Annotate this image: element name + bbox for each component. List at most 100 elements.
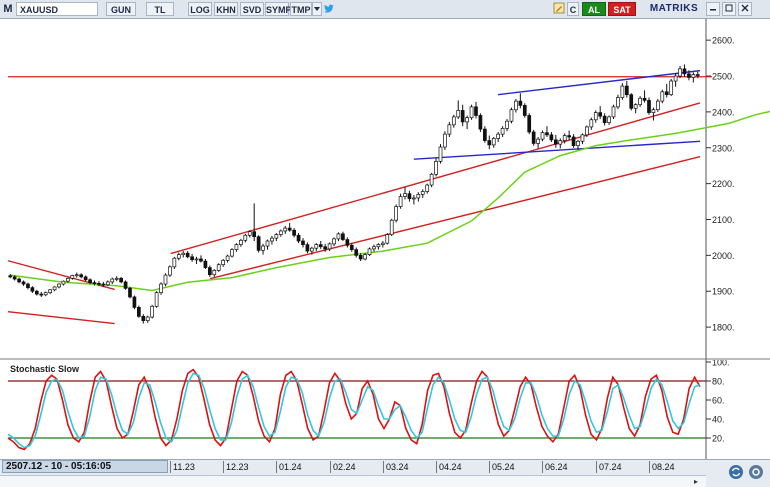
tmp-button[interactable]: TMP [290, 2, 312, 16]
period-button-tl[interactable]: TL [146, 2, 174, 16]
svd-button[interactable]: SVD [240, 2, 264, 16]
price-candle [43, 291, 48, 297]
candle-body [225, 255, 230, 261]
price-candle [341, 231, 345, 242]
candle-body [234, 244, 239, 250]
price-candle [669, 78, 674, 97]
price-candle [620, 83, 625, 100]
menu-logo[interactable]: M [3, 3, 13, 15]
price-candle [318, 241, 323, 249]
price-candle [367, 247, 372, 257]
y-tick-label: 2300. [712, 143, 735, 153]
candle-body [287, 227, 292, 231]
candle-body [256, 236, 261, 251]
candle-body [567, 135, 571, 138]
price-candle [398, 193, 403, 209]
price-candle [296, 233, 301, 244]
y-tick-label: 2600. [712, 36, 735, 46]
candle-body [367, 248, 372, 255]
price-candle [505, 119, 509, 132]
candle-body [52, 286, 57, 291]
log-button[interactable]: LOG [188, 2, 212, 16]
scroll-right-icon[interactable]: ▸ [693, 477, 698, 486]
price-candle [119, 276, 123, 284]
candle-body [92, 282, 97, 284]
candle-body [176, 254, 181, 259]
calc-button[interactable]: C [567, 2, 579, 16]
price-candle [345, 237, 350, 248]
khn-button[interactable]: KHN [214, 2, 238, 16]
price-candle [691, 72, 696, 83]
candle-body [181, 252, 186, 255]
candle-body [137, 307, 141, 317]
candle-body [145, 316, 150, 321]
minimize-icon[interactable] [706, 2, 720, 16]
sync-icon[interactable] [728, 464, 744, 480]
price-candle [465, 115, 469, 130]
period-button-gun[interactable]: GUN [106, 2, 136, 16]
price-candle [478, 113, 483, 132]
month-label: 01.24 [276, 461, 302, 473]
candle-body [323, 246, 328, 250]
candle-body [438, 146, 443, 162]
candle-body [336, 233, 341, 240]
candle-body [296, 234, 301, 242]
candle-body [593, 112, 598, 121]
price-candle [314, 243, 319, 252]
candle-body [265, 240, 270, 247]
symbol-field[interactable]: XAUUSD [16, 2, 98, 16]
pencil-icon[interactable] [552, 2, 566, 16]
horizontal-scrollbar[interactable]: ▸ [0, 475, 706, 487]
price-candle [305, 242, 310, 254]
month-label: 08.24 [649, 461, 675, 473]
chevron-down-icon[interactable] [312, 2, 322, 16]
candle-body [553, 139, 558, 145]
candle-body [105, 281, 110, 286]
price-candle [301, 238, 305, 248]
price-candle [474, 101, 478, 119]
symp-button[interactable]: SYMP [265, 2, 292, 16]
trend-line [170, 102, 701, 255]
price-candle [336, 232, 341, 242]
candle-body [79, 274, 84, 278]
price-candle [207, 265, 212, 277]
price-candle [629, 93, 634, 111]
settings-icon[interactable] [748, 464, 764, 480]
price-candle [549, 131, 554, 143]
candle-body [172, 257, 177, 268]
candle-body [57, 283, 61, 288]
candle-body [66, 277, 70, 282]
price-candle [225, 254, 230, 263]
price-candle [332, 237, 336, 247]
candle-body [522, 105, 527, 116]
restore-icon[interactable] [722, 2, 736, 16]
price-candle [128, 286, 132, 299]
y-tick-label: 2400. [712, 107, 735, 117]
month-label: 02.24 [330, 461, 356, 473]
candle-body [141, 315, 146, 321]
candle-body [695, 74, 700, 76]
price-candle [687, 70, 691, 81]
candle-body [74, 274, 79, 277]
price-chart[interactable]: 1800. 1900. 2000. 2100. 2200. 2300. 2400. 2500.… [0, 19, 770, 360]
buy-button[interactable]: AL [582, 2, 606, 16]
close-icon[interactable] [738, 2, 752, 16]
price-candle [154, 291, 159, 308]
price-candle [168, 265, 172, 277]
price-candle [212, 268, 217, 277]
stochastic-k-line [7, 368, 701, 451]
twitter-icon[interactable] [322, 2, 336, 16]
candle-body [21, 281, 26, 285]
price-candle [447, 121, 452, 137]
candle-body [558, 140, 563, 145]
price-candle [695, 71, 700, 79]
price-candle [434, 158, 438, 177]
candle-body [576, 140, 580, 146]
price-candle [678, 65, 682, 79]
candle-body [274, 234, 279, 239]
candle-body [509, 109, 514, 122]
price-candle [558, 138, 563, 149]
stochastic-chart[interactable]: Stochastic Slow 20. 40. 60. 80. 100. [0, 360, 770, 459]
sell-button[interactable]: SAT [608, 2, 636, 16]
candle-body [451, 116, 456, 126]
